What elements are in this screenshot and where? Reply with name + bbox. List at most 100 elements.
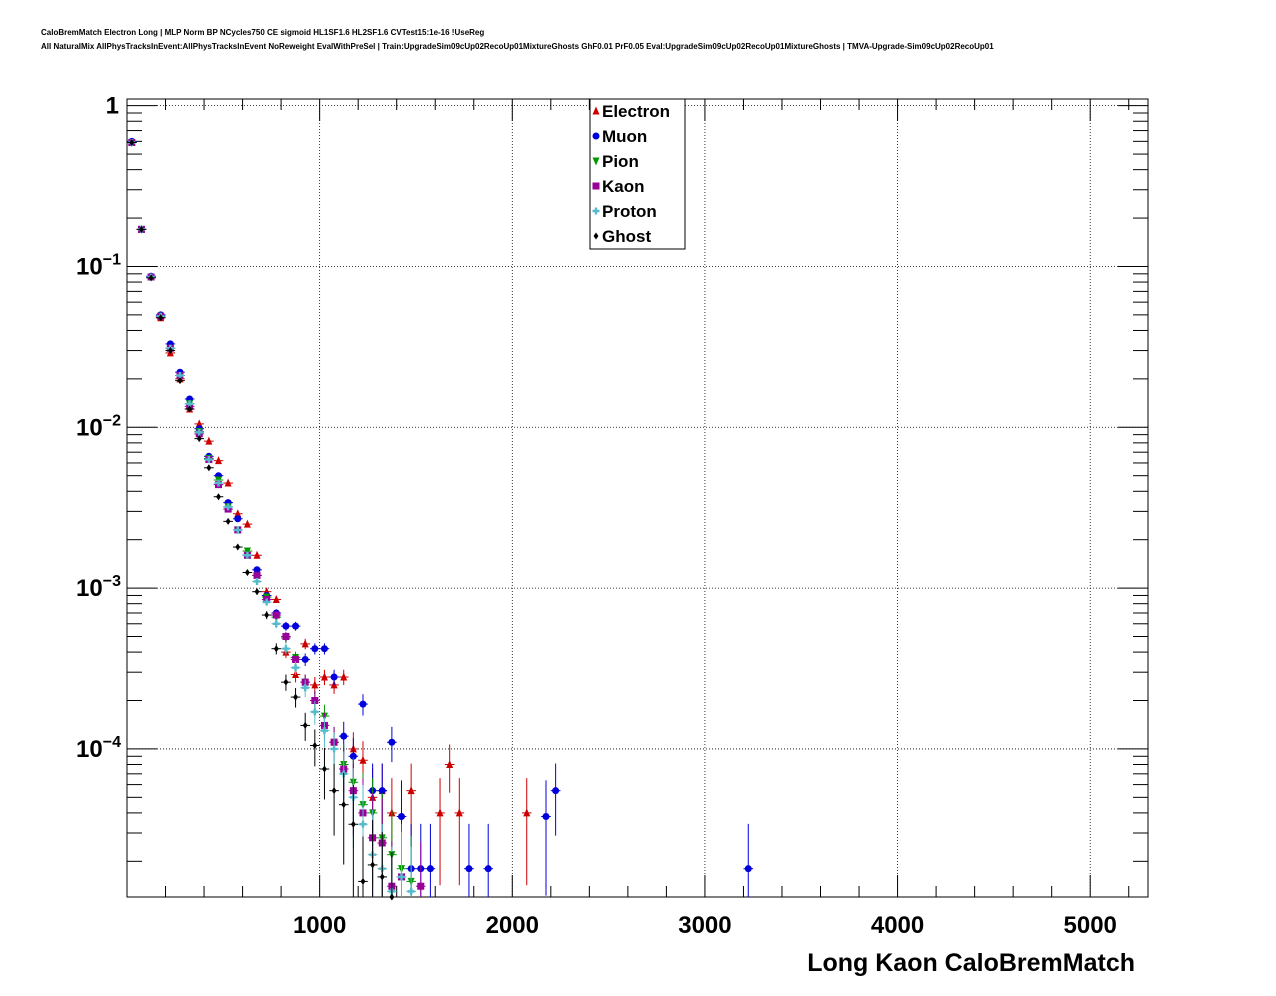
data-point: [426, 865, 434, 873]
data-point: [253, 550, 261, 559]
legend-label: Muon: [602, 127, 647, 146]
data-point: [234, 526, 242, 534]
data-point: [398, 812, 406, 820]
data-points: [127, 137, 754, 901]
data-point: [244, 569, 250, 577]
data-point: [359, 820, 367, 828]
data-point: [225, 517, 231, 525]
data-point: [436, 808, 444, 817]
data-point: [292, 622, 300, 630]
data-point: [341, 801, 347, 809]
data-point: [301, 655, 309, 663]
data-point: [320, 727, 328, 735]
data-point: [215, 456, 223, 465]
data-point: [455, 808, 463, 817]
data-point: [407, 786, 415, 795]
legend-label: Proton: [602, 202, 657, 221]
x-tick-label: 1000: [293, 912, 346, 939]
data-point: [282, 633, 290, 641]
y-tick-label: 10−1: [76, 251, 121, 280]
series-electron: [127, 138, 532, 886]
legend-label: Electron: [602, 102, 670, 121]
data-point: [542, 812, 550, 820]
legend-marker: [592, 207, 600, 215]
data-point: [446, 760, 454, 769]
legend-box: [589, 98, 686, 250]
data-point: [330, 745, 338, 753]
x-tick-label: 4000: [871, 912, 924, 939]
data-point: [224, 478, 232, 487]
header-line-2: All NaturalMix AllPhysTracksInEvent:AllP…: [41, 42, 994, 51]
data-point: [311, 680, 319, 689]
data-point: [322, 765, 327, 773]
data-point: [253, 577, 261, 585]
data-point: [331, 787, 337, 795]
data-point: [484, 865, 492, 873]
data-point: [254, 588, 260, 596]
data-point: [350, 820, 356, 828]
legend-label: Ghost: [602, 227, 651, 246]
x-tick-label: 2000: [486, 912, 539, 939]
data-point: [234, 515, 242, 523]
y-tick-label: 10−4: [76, 734, 121, 763]
data-point: [243, 547, 251, 556]
data-point: [379, 873, 385, 881]
data-point: [311, 708, 319, 716]
legend-marker: [592, 182, 600, 190]
data-point: [205, 436, 213, 445]
data-point: [389, 893, 395, 901]
data-point: [235, 543, 241, 551]
data-point: [320, 672, 328, 681]
data-point: [340, 732, 348, 740]
data-point: [293, 693, 299, 701]
data-point: [186, 400, 194, 408]
data-point: [523, 808, 531, 817]
data-point: [129, 139, 135, 147]
data-point: [320, 645, 328, 653]
y-tick-labels: 1 10−1 10−2 10−3 10−4: [76, 93, 121, 763]
data-point: [205, 456, 213, 464]
data-point: [744, 865, 752, 873]
data-point: [398, 873, 406, 881]
data-point: [243, 551, 251, 559]
data-point: [282, 645, 290, 653]
x-tick-labels: 1000 2000 3000 4000 5000: [293, 912, 1117, 939]
data-point: [272, 594, 280, 603]
data-point: [206, 464, 212, 472]
data-point: [301, 639, 309, 648]
data-point: [359, 755, 367, 764]
legend-label: Kaon: [602, 177, 645, 196]
x-tick-label: 5000: [1064, 912, 1117, 939]
legend-label: Pion: [602, 152, 639, 171]
data-point: [195, 428, 203, 436]
data-point: [311, 697, 319, 705]
data-point: [302, 721, 308, 729]
data-point: [253, 566, 261, 574]
data-point: [292, 664, 300, 672]
header-line-1: CaloBremMatch Electron Long | MLP Norm B…: [41, 28, 485, 37]
data-point: [253, 571, 261, 579]
axis-ticks: [127, 99, 1148, 897]
data-point: [272, 611, 280, 619]
data-point: [158, 314, 164, 322]
data-point: [176, 371, 184, 379]
data-point: [148, 274, 154, 282]
legend-marker: [592, 106, 600, 115]
data-point: [417, 882, 425, 890]
data-point: [196, 435, 202, 443]
legend-marker: [593, 232, 599, 240]
data-point: [283, 678, 289, 686]
legend-marker: [592, 157, 600, 166]
data-point: [224, 503, 232, 511]
series-kaon: [127, 139, 426, 897]
legend: Electron Muon Pion Kaon Proton Ghost: [589, 98, 686, 250]
data-point: [187, 405, 193, 413]
data-point: [378, 787, 386, 795]
y-tick-label: 10−2: [76, 412, 121, 441]
data-point: [264, 611, 270, 619]
data-point: [138, 225, 144, 233]
series-ghost: [127, 139, 397, 901]
data-point: [388, 738, 396, 746]
data-point: [370, 861, 376, 869]
